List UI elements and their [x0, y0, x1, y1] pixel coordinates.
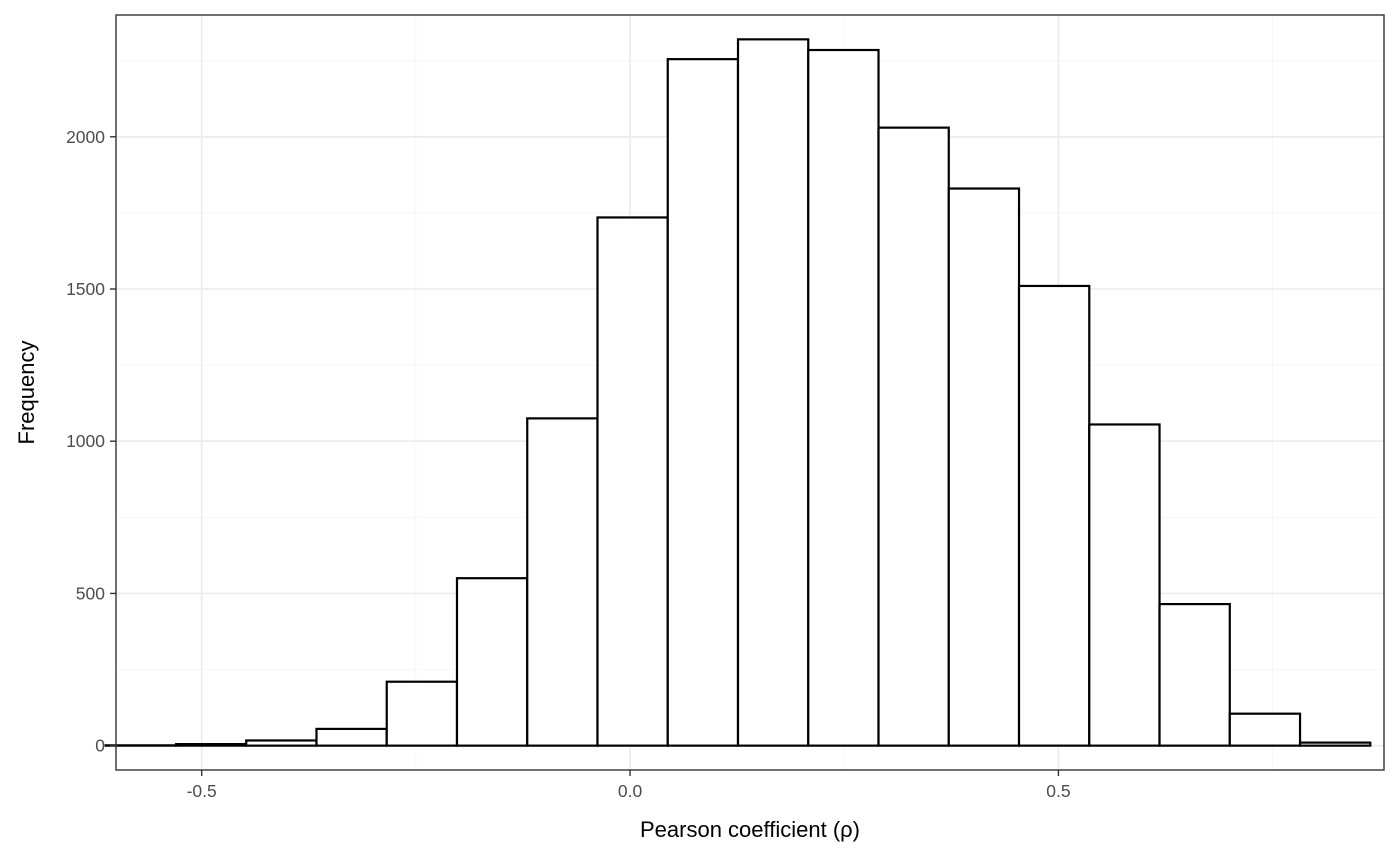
- histogram-bar: [1158, 602, 1231, 747]
- panel-border: [115, 14, 1385, 771]
- histogram-bar: [455, 577, 529, 747]
- histogram-bar: [596, 216, 669, 747]
- histogram-bar: [1017, 284, 1091, 747]
- histogram-bars: [104, 38, 1372, 747]
- x-tick-label: 0.5: [1046, 781, 1070, 801]
- x-axis: -0.5 0.0 0.5: [187, 770, 1071, 801]
- histogram-bar: [877, 126, 950, 747]
- x-tick-label: 0.0: [618, 781, 643, 801]
- y-tick-label: 0: [95, 736, 105, 756]
- histogram-bar: [1298, 741, 1372, 747]
- histogram-bar: [947, 187, 1021, 747]
- histogram-bar: [526, 417, 599, 747]
- histogram-bar: [385, 680, 459, 747]
- y-tick-label: 1500: [66, 279, 105, 299]
- histogram-bar: [174, 743, 248, 747]
- histogram-bar: [245, 739, 318, 747]
- histogram-bar: [1228, 712, 1302, 747]
- x-tick-label: -0.5: [187, 781, 217, 801]
- histogram-bar: [736, 38, 810, 747]
- y-tick-label: 2000: [66, 127, 105, 147]
- x-axis-title: Pearson coefficient (ρ): [640, 817, 860, 842]
- y-axis: 0 500 1000 1500 2000: [66, 127, 116, 756]
- y-tick-label: 1000: [66, 431, 105, 451]
- histogram-bar: [807, 48, 880, 747]
- y-axis-title: Frequency: [14, 341, 39, 445]
- y-tick-label: 500: [76, 583, 105, 603]
- histogram-bar: [315, 727, 388, 747]
- histogram-bar: [666, 58, 740, 747]
- histogram-bar: [1088, 423, 1161, 747]
